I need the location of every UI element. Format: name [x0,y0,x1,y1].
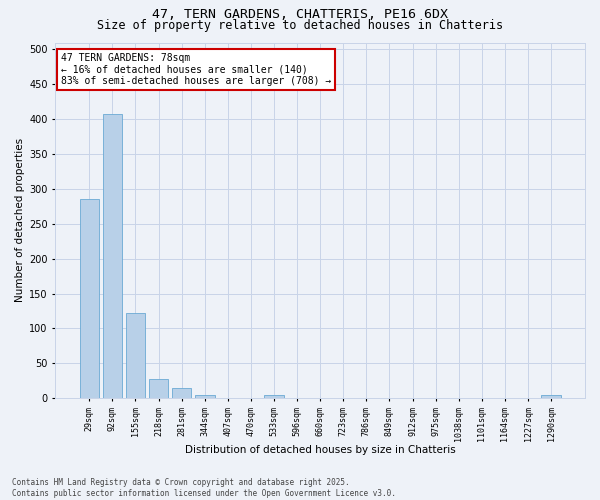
Text: Size of property relative to detached houses in Chatteris: Size of property relative to detached ho… [97,18,503,32]
Bar [149,378,169,398]
Bar [103,114,122,398]
Y-axis label: Number of detached properties: Number of detached properties [15,138,25,302]
Bar [195,396,215,398]
Text: Contains HM Land Registry data © Crown copyright and database right 2025.
Contai: Contains HM Land Registry data © Crown c… [12,478,396,498]
Bar [541,396,561,398]
Bar [264,394,284,398]
Text: 47 TERN GARDENS: 78sqm
← 16% of detached houses are smaller (140)
83% of semi-de: 47 TERN GARDENS: 78sqm ← 16% of detached… [61,53,331,86]
Bar [172,388,191,398]
Bar [80,200,99,398]
Bar [125,313,145,398]
X-axis label: Distribution of detached houses by size in Chatteris: Distribution of detached houses by size … [185,445,455,455]
Text: 47, TERN GARDENS, CHATTERIS, PE16 6DX: 47, TERN GARDENS, CHATTERIS, PE16 6DX [152,8,448,20]
